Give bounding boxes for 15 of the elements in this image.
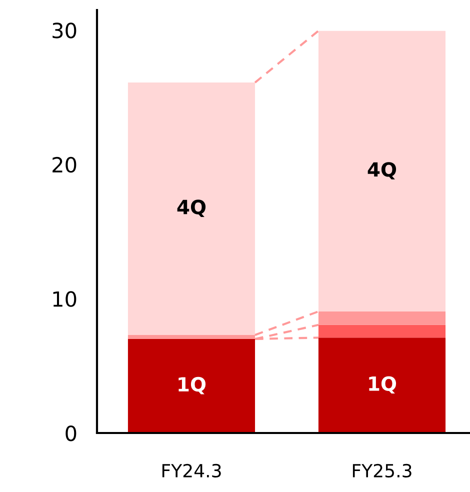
bar — [318, 324, 446, 338]
y-tick-label: 10 — [53, 291, 76, 307]
bar — [128, 339, 256, 433]
series-label: 1Q — [178, 376, 206, 394]
bar — [318, 30, 446, 312]
y-tick-label: 30 — [52, 22, 76, 38]
x-tick-label: FY25.3 — [352, 464, 412, 478]
bar — [128, 82, 256, 335]
y-tick-label: 0 — [66, 425, 76, 442]
x-tick-label: FY24.3 — [162, 464, 221, 478]
series-label: 4Q — [368, 162, 396, 180]
text: 4Q — [177, 200, 206, 217]
bar — [318, 338, 446, 433]
y-tick-label: 20 — [52, 156, 76, 173]
text: 1Q — [369, 376, 396, 394]
